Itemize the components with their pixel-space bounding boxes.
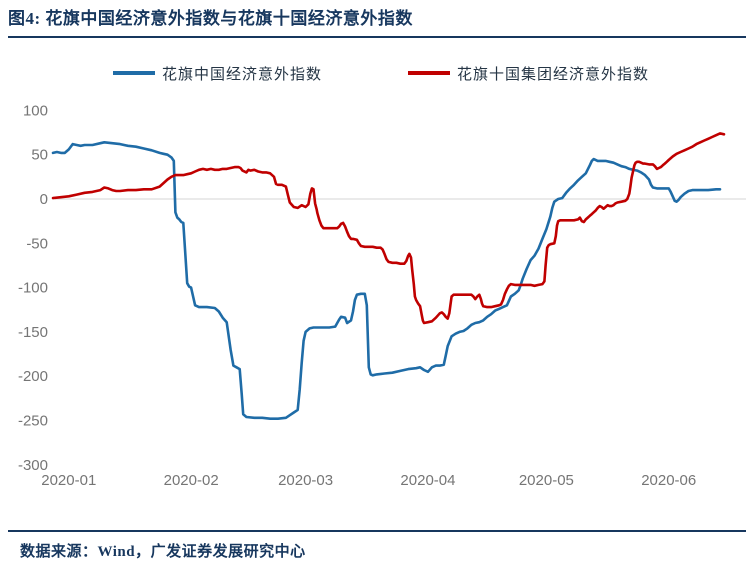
legend-label-g10: 花旗十国集团经济意外指数 <box>457 66 650 83</box>
footer-divider <box>8 530 746 532</box>
y-tick-label: -150 <box>18 324 48 341</box>
g10-index-line <box>51 132 726 325</box>
y-tick-label: -300 <box>18 457 48 474</box>
china-line-swatch <box>113 71 155 75</box>
china-index-line <box>51 141 722 421</box>
title-divider <box>8 36 746 38</box>
legend-label-china: 花旗中国经济意外指数 <box>162 66 323 83</box>
x-tick-label: 2020-04 <box>400 472 455 489</box>
y-tick-label: 50 <box>31 147 48 164</box>
x-tick-label: 2020-06 <box>641 472 696 489</box>
y-tick-label: -200 <box>18 368 48 385</box>
y-tick-label: 0 <box>40 191 48 208</box>
x-tick-label: 2020-01 <box>41 472 96 489</box>
legend-item-china: 花旗中国经济意外指数 <box>113 62 322 84</box>
x-tick-label: 2020-03 <box>278 472 333 489</box>
figure-title: 图4: 花旗中国经济意外指数与花旗十国经济意外指数 <box>8 7 746 31</box>
y-tick-label: -250 <box>18 413 48 430</box>
x-tick-label: 2020-02 <box>164 472 219 489</box>
y-tick-label: -100 <box>18 280 48 297</box>
legend-item-g10: 花旗十国集团经济意外指数 <box>408 62 649 84</box>
figure-header: 图4: 花旗中国经济意外指数与花旗十国经济意外指数 <box>8 7 746 31</box>
data-source: 数据来源：Wind，广发证券发展研究中心 <box>20 544 306 560</box>
figure-title-text: 花旗中国经济意外指数与花旗十国经济意外指数 <box>45 9 413 28</box>
y-tick-label: 100 <box>23 102 48 119</box>
g10-line-swatch <box>408 71 450 75</box>
figure-number: 图4: <box>8 9 41 28</box>
chart-legend: 花旗中国经济意外指数 花旗十国集团经济意外指数 <box>0 62 754 84</box>
x-tick-label: 2020-05 <box>519 472 574 489</box>
y-tick-label: -50 <box>26 235 48 252</box>
